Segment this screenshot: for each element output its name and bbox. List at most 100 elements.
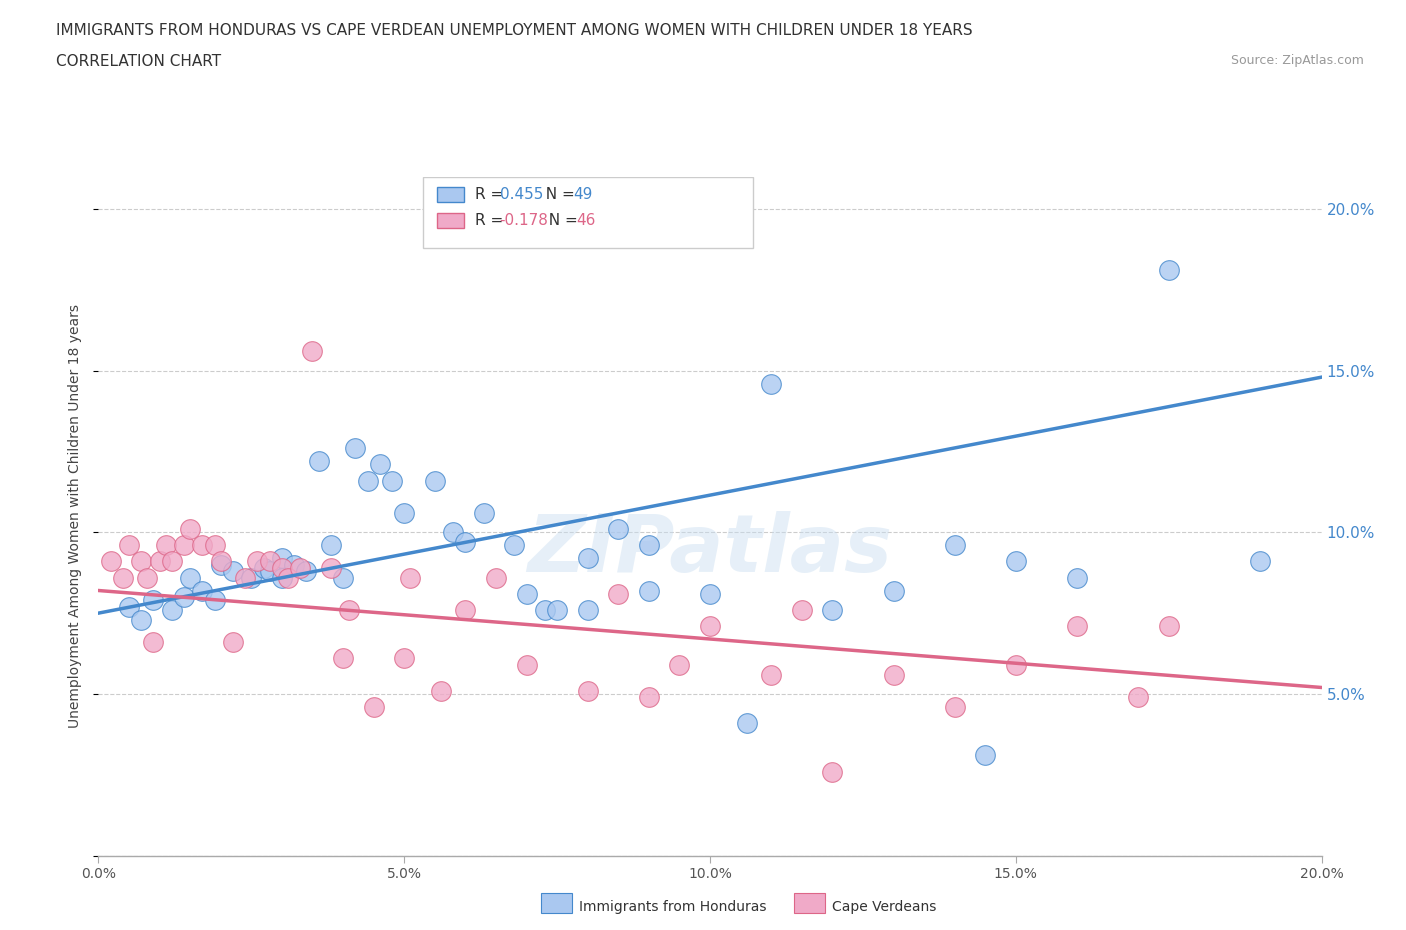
Point bbox=[821, 764, 844, 779]
Point bbox=[240, 570, 263, 585]
Text: Source: ZipAtlas.com: Source: ZipAtlas.com bbox=[1230, 54, 1364, 67]
Point bbox=[252, 561, 274, 576]
Point bbox=[160, 554, 183, 569]
Text: 46: 46 bbox=[576, 213, 596, 228]
Point bbox=[1066, 570, 1088, 585]
Point bbox=[111, 570, 134, 585]
Text: N =: N = bbox=[536, 187, 579, 202]
Point bbox=[454, 535, 477, 550]
Point bbox=[1128, 690, 1150, 705]
Point bbox=[363, 699, 385, 714]
Point bbox=[607, 522, 630, 537]
Text: 49: 49 bbox=[574, 187, 592, 202]
Point bbox=[246, 554, 269, 569]
Point bbox=[270, 570, 292, 585]
Text: Cape Verdeans: Cape Verdeans bbox=[832, 899, 936, 914]
Point bbox=[472, 506, 495, 521]
Point bbox=[943, 699, 966, 714]
Point bbox=[668, 658, 690, 672]
Point bbox=[209, 554, 232, 569]
Point bbox=[136, 570, 159, 585]
Point bbox=[637, 690, 661, 705]
Point bbox=[155, 538, 177, 552]
Point bbox=[319, 538, 342, 552]
Point bbox=[332, 651, 354, 666]
Point bbox=[337, 603, 360, 618]
Point bbox=[222, 635, 245, 650]
FancyBboxPatch shape bbox=[437, 187, 464, 202]
Point bbox=[1066, 618, 1088, 633]
Point bbox=[129, 554, 152, 569]
Point bbox=[173, 590, 195, 604]
FancyBboxPatch shape bbox=[437, 213, 464, 228]
Point bbox=[129, 612, 152, 627]
Point bbox=[399, 570, 422, 585]
Point bbox=[222, 564, 245, 578]
Point bbox=[209, 557, 232, 572]
Point bbox=[821, 603, 844, 618]
Text: R =: R = bbox=[475, 213, 509, 228]
Point bbox=[100, 554, 122, 569]
Point bbox=[160, 603, 183, 618]
Point bbox=[503, 538, 526, 552]
Point bbox=[637, 538, 661, 552]
Point bbox=[516, 586, 538, 601]
Point bbox=[430, 684, 453, 698]
Text: Immigrants from Honduras: Immigrants from Honduras bbox=[579, 899, 766, 914]
Point bbox=[301, 344, 323, 359]
Point bbox=[883, 667, 905, 682]
Point bbox=[576, 684, 599, 698]
Point bbox=[259, 554, 281, 569]
Point bbox=[259, 564, 281, 578]
Point bbox=[179, 522, 201, 537]
Point bbox=[1004, 554, 1026, 569]
Point bbox=[308, 454, 330, 469]
Point bbox=[290, 561, 312, 576]
Point bbox=[974, 748, 997, 763]
Point bbox=[392, 651, 416, 666]
Point bbox=[270, 551, 292, 565]
Text: ZIPatlas: ZIPatlas bbox=[527, 512, 893, 589]
Point bbox=[295, 564, 318, 578]
Point bbox=[270, 561, 292, 576]
Point bbox=[759, 376, 782, 391]
Text: IMMIGRANTS FROM HONDURAS VS CAPE VERDEAN UNEMPLOYMENT AMONG WOMEN WITH CHILDREN : IMMIGRANTS FROM HONDURAS VS CAPE VERDEAN… bbox=[56, 23, 973, 38]
Point bbox=[699, 586, 721, 601]
Point bbox=[454, 603, 477, 618]
Point bbox=[1249, 554, 1271, 569]
Point bbox=[191, 583, 214, 598]
Point bbox=[1157, 263, 1180, 278]
Point bbox=[759, 667, 782, 682]
Point bbox=[534, 603, 557, 618]
Point bbox=[204, 538, 226, 552]
Point bbox=[179, 570, 201, 585]
Point bbox=[191, 538, 214, 552]
Point bbox=[546, 603, 568, 618]
Point bbox=[441, 525, 464, 539]
Point bbox=[118, 599, 141, 614]
Point bbox=[485, 570, 508, 585]
Text: -0.178: -0.178 bbox=[499, 213, 548, 228]
Point bbox=[576, 551, 599, 565]
Point bbox=[381, 473, 404, 488]
Point bbox=[173, 538, 195, 552]
Point bbox=[790, 603, 813, 618]
Point bbox=[607, 586, 630, 601]
Point bbox=[883, 583, 905, 598]
Point bbox=[277, 570, 299, 585]
Point bbox=[576, 603, 599, 618]
Point bbox=[233, 570, 256, 585]
Point bbox=[735, 715, 758, 730]
Point bbox=[1157, 618, 1180, 633]
Point bbox=[637, 583, 661, 598]
Text: R =: R = bbox=[475, 187, 509, 202]
Point bbox=[283, 557, 305, 572]
FancyBboxPatch shape bbox=[423, 177, 752, 248]
Point bbox=[344, 441, 367, 456]
Text: CORRELATION CHART: CORRELATION CHART bbox=[56, 54, 221, 69]
Text: 0.455: 0.455 bbox=[499, 187, 543, 202]
Point bbox=[1004, 658, 1026, 672]
Y-axis label: Unemployment Among Women with Children Under 18 years: Unemployment Among Women with Children U… bbox=[69, 304, 83, 728]
Text: N =: N = bbox=[538, 213, 582, 228]
Point bbox=[142, 635, 165, 650]
